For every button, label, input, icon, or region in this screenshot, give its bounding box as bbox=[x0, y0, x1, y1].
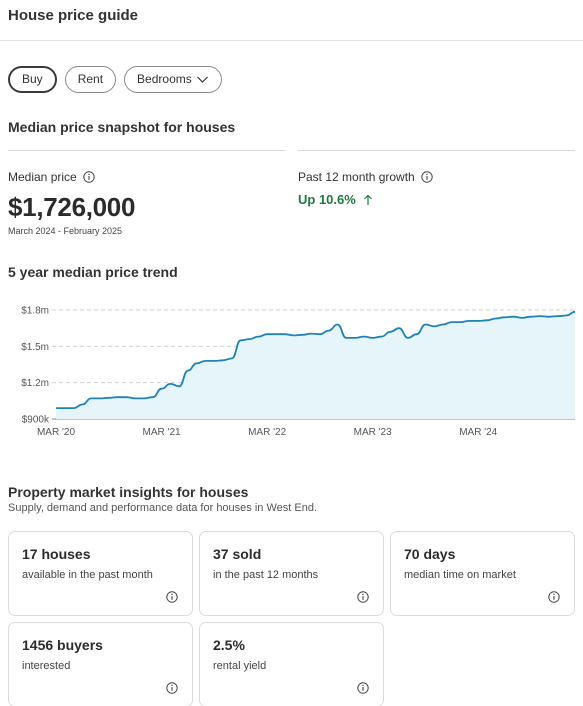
x-tick-label: MAR '21 bbox=[143, 427, 181, 438]
x-tick-label: MAR '23 bbox=[354, 427, 392, 438]
insight-card-desc: rental yield bbox=[213, 660, 267, 672]
median-price-value: $1,726,000 bbox=[8, 192, 136, 222]
median-price-info-icon[interactable] bbox=[83, 171, 95, 183]
page-title: House price guide bbox=[8, 7, 139, 24]
x-tick-label: MAR '20 bbox=[37, 427, 75, 438]
growth-value-text: Up 10.6% bbox=[298, 192, 356, 207]
page-header: House price guide bbox=[0, 0, 583, 41]
snapshot-divider-left bbox=[8, 150, 285, 151]
insight-card-sold: 37 sold in the past 12 months bbox=[199, 531, 384, 616]
x-axis-ticks: MAR '20 MAR '21 MAR '22 MAR '23 MAR '24 bbox=[37, 427, 498, 438]
y-axis-ticks: $900k $1.2m $1.5m $1.8m bbox=[21, 306, 50, 426]
price-trend-area bbox=[56, 311, 575, 419]
insight-card-rental-yield: 2.5% rental yield bbox=[199, 622, 384, 706]
y-tick-label: $1.8m bbox=[21, 306, 49, 317]
insight-card-value: 2.5% bbox=[213, 637, 245, 653]
insight-card-desc: available in the past month bbox=[22, 569, 153, 581]
filter-buy-label: Buy bbox=[22, 72, 43, 86]
filter-bedrooms-dropdown[interactable]: Bedrooms bbox=[124, 66, 222, 93]
y-tick-label: $1.2m bbox=[21, 378, 49, 389]
snapshot-title: Median price snapshot for houses bbox=[8, 119, 236, 135]
info-icon[interactable] bbox=[548, 591, 560, 603]
info-icon[interactable] bbox=[357, 591, 369, 603]
insights-title: Property market insights for houses bbox=[8, 484, 249, 500]
insight-card-available: 17 houses available in the past month bbox=[8, 531, 193, 616]
growth-value: Up 10.6% bbox=[298, 192, 373, 207]
insight-card-desc: in the past 12 months bbox=[213, 569, 319, 581]
growth-label: Past 12 month growth bbox=[298, 170, 415, 184]
info-icon[interactable] bbox=[166, 682, 178, 694]
insight-card-value: 17 houses bbox=[22, 546, 91, 562]
filter-buy-button[interactable]: Buy bbox=[8, 66, 57, 93]
info-icon[interactable] bbox=[166, 591, 178, 603]
x-tick-label: MAR '22 bbox=[248, 427, 286, 438]
insight-card-days-on-market: 70 days median time on market bbox=[390, 531, 575, 616]
price-trend-chart: $900k$1.2m$1.5m$1.8m MAR '20 MAR '21 MAR '… bbox=[21, 306, 576, 438]
insight-card-value: 37 sold bbox=[213, 546, 262, 562]
snapshot-divider-right bbox=[298, 150, 575, 151]
y-tick-label: $900k bbox=[22, 415, 50, 426]
info-icon[interactable] bbox=[357, 682, 369, 694]
insight-card-buyers: 1456 buyers interested bbox=[8, 622, 193, 706]
insight-card-value: 1456 buyers bbox=[22, 637, 103, 653]
price-trend-line bbox=[55, 310, 576, 409]
insight-card-desc: median time on market bbox=[404, 569, 516, 581]
y-tick-label: $1.5m bbox=[21, 342, 49, 353]
growth-info-icon[interactable] bbox=[421, 171, 433, 183]
trend-title: 5 year median price trend bbox=[8, 264, 178, 280]
arrow-up-icon bbox=[363, 194, 372, 205]
insight-card-desc: interested bbox=[22, 660, 71, 672]
median-price-date-range: March 2024 - February 2025 bbox=[8, 226, 123, 236]
filter-bedrooms-label: Bedrooms bbox=[137, 72, 192, 86]
filter-rent-button[interactable]: Rent bbox=[64, 66, 117, 93]
filter-rent-label: Rent bbox=[77, 72, 104, 86]
chevron-down-icon bbox=[196, 76, 208, 83]
median-price-label-row: Median price bbox=[8, 170, 95, 184]
filter-bar: Buy Rent Bedrooms bbox=[8, 66, 222, 93]
growth-label-row: Past 12 month growth bbox=[298, 170, 433, 184]
insights-subtitle: Supply, demand and performance data for … bbox=[8, 502, 317, 514]
median-price-label: Median price bbox=[8, 170, 77, 184]
x-tick-label: MAR '24 bbox=[459, 427, 497, 438]
insight-card-value: 70 days bbox=[404, 546, 456, 562]
